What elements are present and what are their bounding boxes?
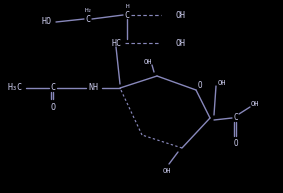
Text: OH: OH <box>175 38 185 47</box>
Text: HC: HC <box>111 38 121 47</box>
Text: NH: NH <box>88 84 98 92</box>
Text: C: C <box>85 14 91 24</box>
Text: OH: OH <box>163 168 171 174</box>
Text: C: C <box>234 113 238 123</box>
Text: H₃C: H₃C <box>8 84 23 92</box>
Text: C: C <box>125 10 130 19</box>
Text: OH: OH <box>144 59 152 65</box>
Text: C: C <box>50 84 55 92</box>
Text: HO: HO <box>42 18 52 26</box>
Text: H₂: H₂ <box>84 8 92 14</box>
Text: H: H <box>125 4 129 9</box>
Text: OH: OH <box>176 10 186 19</box>
Text: O: O <box>50 102 55 112</box>
Text: OH: OH <box>218 80 226 86</box>
Text: O: O <box>198 81 202 91</box>
Text: O: O <box>234 140 238 148</box>
Text: OH: OH <box>251 101 259 107</box>
